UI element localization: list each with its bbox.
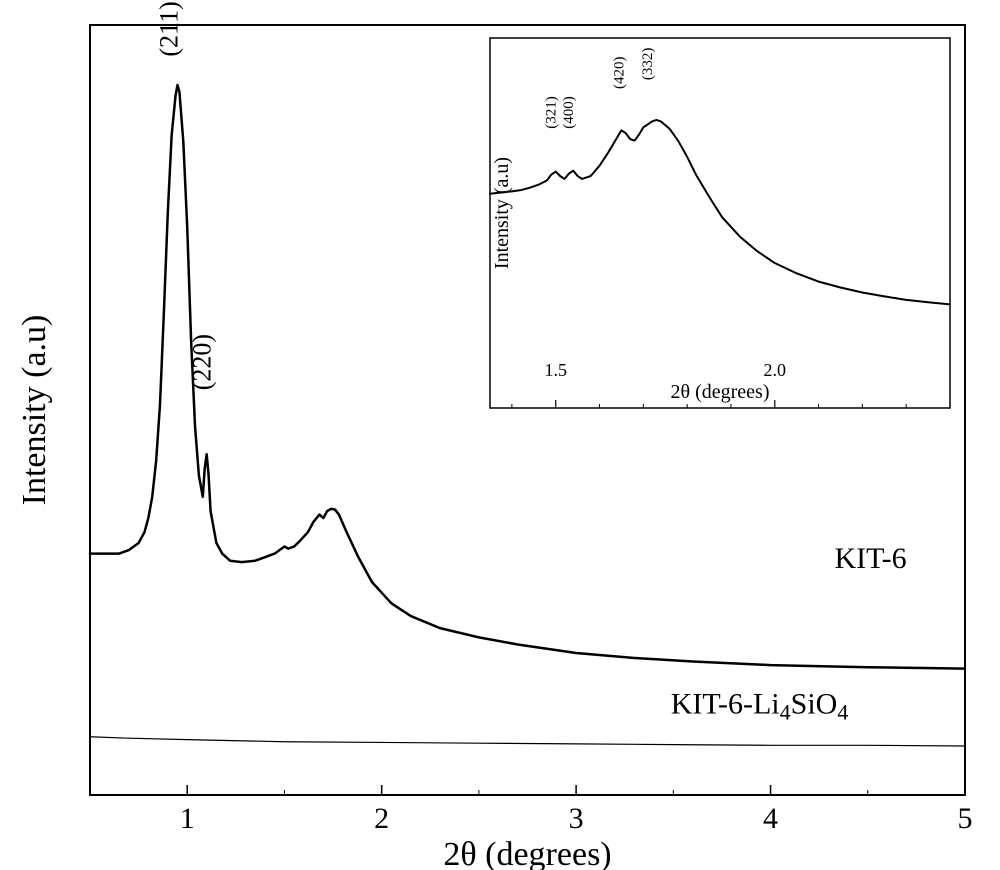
inset-peak-(420): (420) bbox=[612, 56, 628, 89]
series-KIT-6-Li4SiO4 bbox=[90, 737, 965, 746]
inset-peak-(400): (400) bbox=[561, 96, 577, 129]
inset-peak-(332): (332) bbox=[640, 48, 656, 81]
inset-xtick-label: 2.0 bbox=[764, 360, 787, 380]
main-xtick-label: 5 bbox=[958, 802, 973, 835]
series-label-KIT-6-Li4SiO4: KIT-6-Li4SiO4 bbox=[671, 687, 849, 724]
xrd-svg: 1 2 3 4 5 2θ (degrees) Intensity (a.u) KIT-6 (21… bbox=[0, 0, 1000, 870]
peak-label-(220): (220) bbox=[188, 334, 217, 390]
main-xtick-label: 1 bbox=[180, 802, 195, 835]
main-xtick-label: 3 bbox=[569, 802, 584, 835]
peak-label-(211): (211) bbox=[155, 1, 184, 56]
main-xlabel: 2θ (degrees) bbox=[443, 836, 611, 870]
series-label-KIT-6: KIT-6 bbox=[834, 542, 906, 575]
main-ylabel: Intensity (a.u) bbox=[16, 315, 53, 506]
inset-xtick-label: 1.5 bbox=[544, 360, 567, 380]
main-xtick-label: 4 bbox=[763, 802, 778, 835]
inset-ylabel: Intensity (a.u) bbox=[491, 157, 513, 269]
main-xtick-label: 2 bbox=[374, 802, 389, 835]
inset-peak-(321): (321) bbox=[544, 96, 560, 129]
xrd-plot-container: 1 2 3 4 5 2θ (degrees) Intensity (a.u) KIT-6 (21… bbox=[0, 0, 1000, 870]
inset-plot-border bbox=[490, 38, 950, 408]
inset-xlabel: 2θ (degrees) bbox=[671, 381, 770, 403]
